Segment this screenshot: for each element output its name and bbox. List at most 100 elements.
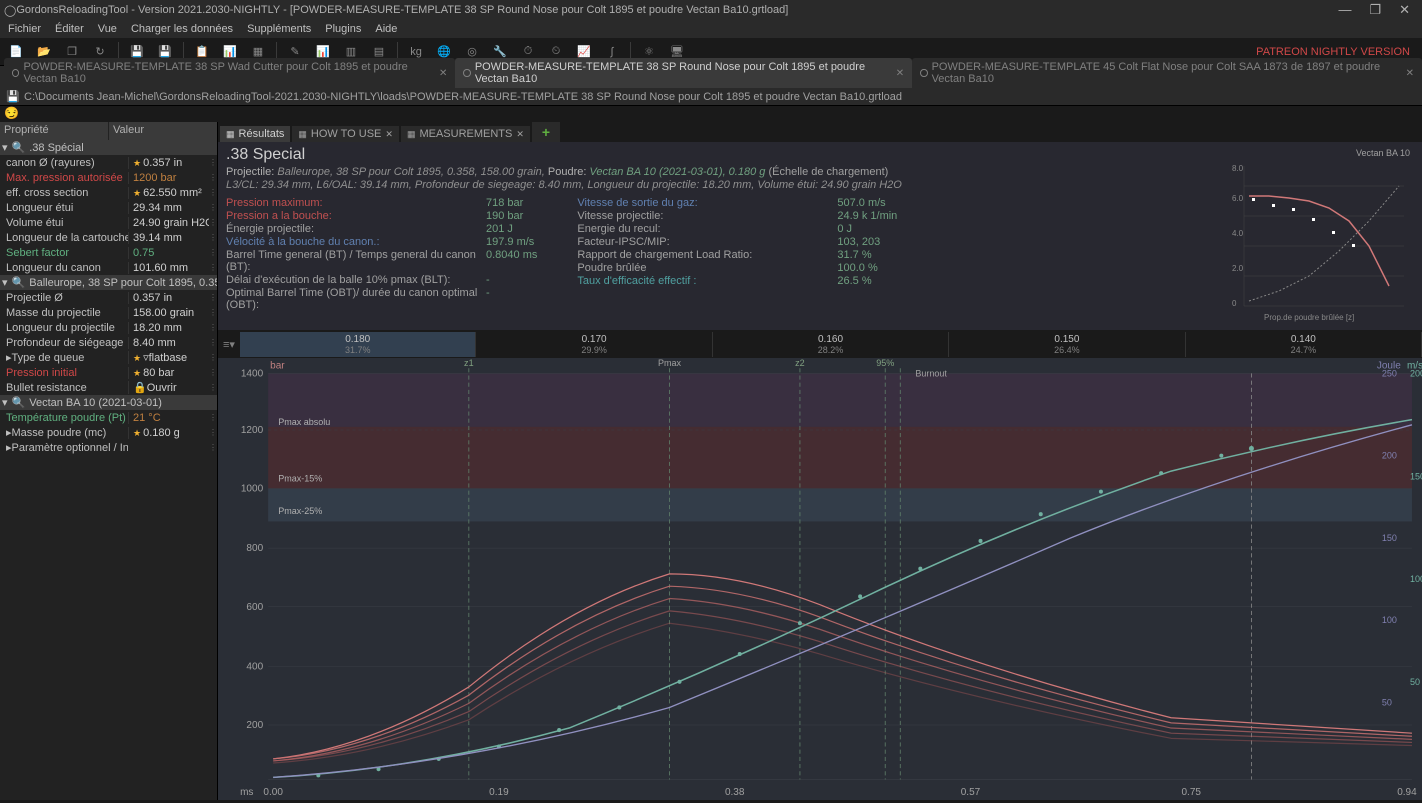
stat-row: Vitesse projectile:24.9 k 1/min [577, 210, 897, 222]
svg-text:95%: 95% [876, 358, 894, 368]
property-row[interactable]: canon Ø (rayures)★0.357 in⋮ [0, 155, 217, 170]
stat-row: Rapport de chargement Load Ratio:31.7 % [577, 249, 897, 261]
property-row[interactable]: Longueur étui29.34 mm⋮ [0, 200, 217, 215]
load-segment[interactable]: 0.16028.2% [713, 332, 949, 357]
property-row[interactable]: ▸Paramètre optionnel / Info⋮ [0, 440, 217, 455]
powder-minichart: Vectan BA 10 8.0 6.0 4.0 2.0 0 [1224, 146, 1414, 326]
svg-text:0.19: 0.19 [489, 787, 509, 798]
result-tab[interactable]: ▦MEASUREMENTS✕ [401, 126, 530, 142]
svg-text:50: 50 [1410, 677, 1420, 687]
result-tabs: ▦Résultats▦HOW TO USE✕▦MEASUREMENTS✕ + [218, 122, 1422, 142]
svg-text:8.0: 8.0 [1232, 164, 1244, 173]
menu-item[interactable]: Suppléments [247, 23, 311, 35]
svg-text:50: 50 [1382, 697, 1392, 707]
results-panel: .38 Special Projectile: Balleurope, 38 S… [218, 142, 1422, 330]
close-icon[interactable]: ✕ [516, 129, 524, 140]
menu-item[interactable]: Aide [375, 23, 397, 35]
svg-text:1000: 1000 [241, 484, 264, 495]
svg-text:0.00: 0.00 [263, 787, 283, 798]
svg-text:0.57: 0.57 [961, 787, 981, 798]
prop-header: Propriété [0, 122, 109, 140]
property-row[interactable]: Sebert factor0.75⋮ [0, 245, 217, 260]
property-row[interactable]: Longueur du projectile18.20 mm⋮ [0, 320, 217, 335]
val-header: Valeur [109, 122, 217, 140]
stat-row: Pression maximum:718 bar [226, 197, 537, 209]
svg-text:100: 100 [1410, 574, 1422, 584]
close-icon[interactable]: ✕ [385, 129, 393, 140]
property-row[interactable]: Profondeur de siégeage8.40 mm⋮ [0, 335, 217, 350]
results-projectile-line: Projectile: Balleurope, 38 SP pour Colt … [226, 166, 1220, 178]
add-tab-icon[interactable]: + [538, 124, 554, 140]
stat-row: Énergie projectile:201 J [226, 223, 537, 235]
property-row[interactable]: Masse du projectile158.00 grain⋮ [0, 305, 217, 320]
load-segment[interactable]: 0.15026.4% [949, 332, 1185, 357]
load-segment[interactable]: 0.18031.7% [240, 332, 476, 357]
property-row[interactable]: ▸Masse poudre (mc)★0.180 g⋮ [0, 425, 217, 440]
app-icon: ◯ [4, 4, 16, 17]
main-chart[interactable]: 140012001000 800600400 200 0.000.190.38 … [218, 358, 1422, 800]
property-row[interactable]: Longueur de la cartouche39.14 mm⋮ [0, 230, 217, 245]
minichart-title: Vectan BA 10 [1356, 148, 1410, 158]
close-tab-icon[interactable]: ✕ [1406, 68, 1414, 79]
property-row[interactable]: Température poudre (Pt)21 °C⋮ [0, 410, 217, 425]
section-cartridge[interactable]: ▾🔍.38 Spécial [0, 140, 217, 155]
minimize-button[interactable]: — [1338, 2, 1351, 18]
svg-text:0.94: 0.94 [1397, 787, 1417, 798]
svg-text:1200: 1200 [241, 425, 264, 436]
section-powder[interactable]: ▾🔍Vectan BA 10 (2021-03-01) [0, 395, 217, 410]
svg-text:z1: z1 [464, 358, 474, 368]
menu-item[interactable]: Vue [98, 23, 117, 35]
property-row[interactable]: ▸Type de queue★▿flatbase⋮ [0, 350, 217, 365]
svg-text:6.0: 6.0 [1232, 194, 1244, 203]
menu-item[interactable]: Charger les données [131, 23, 233, 35]
svg-text:bar: bar [270, 360, 285, 371]
stat-row: Poudre brûlée100.0 % [577, 262, 897, 274]
close-button[interactable]: ✕ [1399, 2, 1410, 18]
svg-text:0.75: 0.75 [1181, 787, 1201, 798]
stat-row: Optimal Barrel Time (OBT)/ durée du cano… [226, 287, 537, 311]
properties-panel: Propriété Valeur ▾🔍.38 Spécial canon Ø (… [0, 122, 218, 800]
load-segment[interactable]: 0.14024.7% [1186, 332, 1422, 357]
menu-item[interactable]: Éditer [55, 23, 84, 35]
close-tab-icon[interactable]: ✕ [439, 68, 447, 79]
menu-item[interactable]: Plugins [325, 23, 361, 35]
menu-item[interactable]: Fichier [8, 23, 41, 35]
result-tab[interactable]: ▦HOW TO USE✕ [292, 126, 399, 142]
stat-row: Barrel Time general (BT) / Temps general… [226, 249, 537, 273]
result-tab[interactable]: ▦Résultats [220, 126, 290, 142]
svg-text:200: 200 [246, 720, 263, 731]
document-tab[interactable]: POWDER-MEASURE-TEMPLATE 45 Colt Flat Nos… [912, 58, 1422, 88]
property-row[interactable]: Volume étui24.90 grain H2O⋮ [0, 215, 217, 230]
document-tab[interactable]: POWDER-MEASURE-TEMPLATE 38 SP Round Nose… [455, 58, 912, 88]
svg-text:150: 150 [1410, 471, 1422, 481]
svg-text:Burnout: Burnout [915, 368, 947, 378]
window-title: GordonsReloadingTool - Version 2021.2030… [16, 4, 788, 16]
loadbar-menu-icon[interactable]: ≡▾ [218, 338, 240, 351]
svg-text:400: 400 [246, 661, 263, 672]
document-tab[interactable]: POWDER-MEASURE-TEMPLATE 38 SP Wad Cutter… [4, 58, 455, 88]
section-projectile[interactable]: ▾🔍Balleurope, 38 SP pour Colt 1895, 0.35… [0, 275, 217, 290]
property-row[interactable]: Longueur du canon101.60 mm⋮ [0, 260, 217, 275]
svg-text:800: 800 [246, 543, 263, 554]
document-tabs: POWDER-MEASURE-TEMPLATE 38 SP Wad Cutter… [0, 66, 1422, 88]
property-row[interactable]: Projectile Ø0.357 in⋮ [0, 290, 217, 305]
stat-row: Délai d'exécution de la balle 10% pmax (… [226, 274, 537, 286]
svg-text:z2: z2 [795, 358, 805, 368]
svg-text:2.0: 2.0 [1232, 264, 1244, 273]
load-segment[interactable]: 0.17029.9% [476, 332, 712, 357]
svg-text:Pmax absolu: Pmax absolu [278, 417, 330, 427]
property-row[interactable]: Pression initial★80 bar⋮ [0, 365, 217, 380]
window-controls: — ❐ ✕ [1338, 2, 1418, 18]
close-tab-icon[interactable]: ✕ [896, 68, 904, 79]
svg-text:1400: 1400 [241, 368, 264, 379]
maximize-button[interactable]: ❐ [1369, 2, 1381, 18]
property-row[interactable]: Max. pression autorisée1200 bar⋮ [0, 170, 217, 185]
load-bar: ≡▾ 0.18031.7%0.17029.9%0.16028.2%0.15026… [218, 330, 1422, 358]
svg-text:0: 0 [1232, 299, 1237, 308]
svg-text:200: 200 [1410, 368, 1422, 378]
stat-row: Pression a la bouche:190 bar [226, 210, 537, 222]
property-row[interactable]: eff. cross section★62.550 mm²⋮ [0, 185, 217, 200]
property-row[interactable]: Bullet resistance🔒Ouvrir⋮ [0, 380, 217, 395]
svg-text:Prop.de poudre brûlée [z]: Prop.de poudre brûlée [z] [1264, 313, 1354, 322]
stat-row: Facteur-IPSC/MIP:103, 203 [577, 236, 897, 248]
